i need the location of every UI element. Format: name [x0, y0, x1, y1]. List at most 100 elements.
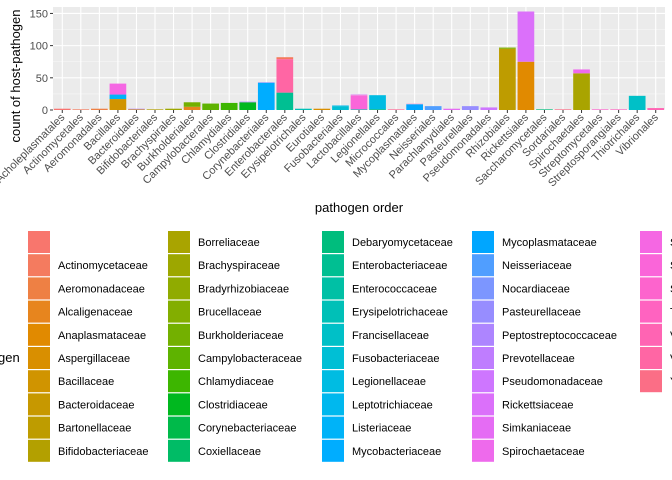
bar-segment [257, 82, 275, 110]
bar-segment [350, 93, 368, 96]
legend-swatch [28, 370, 50, 393]
legend-swatch [640, 231, 662, 253]
bar-segment [146, 109, 164, 110]
legend-label: Neisseriaceae [502, 260, 572, 272]
bar-segment [350, 95, 368, 110]
legend-swatch [322, 277, 344, 300]
legend-label: Pseudomonadaceae [502, 376, 603, 388]
bar-segment [387, 109, 405, 110]
legend-label: Leptotrichiaceae [352, 399, 433, 411]
bar-segment [573, 69, 590, 74]
bar-segment [573, 73, 590, 110]
bar-segment [183, 106, 201, 110]
legend-label: Mycobacteriaceae [352, 446, 441, 458]
legend-label: Pasteurellaceae [502, 307, 581, 319]
bar-segment [369, 109, 386, 110]
legend-swatch [472, 323, 494, 346]
legend-swatch [168, 277, 190, 300]
bar-segment [332, 106, 349, 110]
legend-swatch [28, 300, 50, 323]
bars [53, 11, 665, 110]
bar-segment [554, 109, 572, 110]
legend-label: Fusobacteriaceae [352, 353, 439, 365]
legend-label: Y [670, 376, 672, 388]
legend-swatch [168, 370, 190, 393]
legend-swatch [28, 393, 50, 416]
bar-segment [239, 102, 257, 110]
bar-segment [239, 101, 257, 103]
legend-swatch [472, 300, 494, 323]
legend-label: Simkaniaceae [502, 423, 571, 435]
legend-swatch [28, 277, 50, 300]
bar-segment [591, 109, 609, 110]
legend-swatch [472, 439, 494, 462]
legend-label: Brucellaceae [198, 307, 262, 319]
legend-label: Debaryomycetaceae [352, 237, 453, 249]
bar-segment [406, 103, 423, 105]
legend-swatch [322, 300, 344, 323]
legend-label: Aspergillaceae [58, 353, 130, 365]
legend: Actinomycetaceae Aeromonadaceae Alcaligena… [28, 231, 672, 462]
y-tick-label: 50 [36, 73, 48, 85]
legend-swatch [168, 254, 190, 277]
legend-label: Campylobacteraceae [198, 353, 302, 365]
legend-label: Bifidobacteriaceae [58, 446, 149, 458]
bar-segment [276, 92, 294, 110]
legend-label: Chlamydiaceae [198, 376, 274, 388]
legend-label: Rickettsiaceae [502, 399, 574, 411]
legend-swatch [322, 347, 344, 369]
legend-swatch [640, 370, 662, 393]
bar-segment [313, 108, 331, 110]
bar-segment [276, 59, 294, 93]
legend-label: Nocardiaceae [502, 283, 570, 295]
bar-segment [109, 83, 127, 95]
legend-swatch [322, 370, 344, 393]
legend-label: Enterococcaceae [352, 283, 437, 295]
legend-label: Brachyspiraceae [198, 260, 280, 272]
legend-swatch [640, 254, 662, 277]
legend-swatch [28, 439, 50, 462]
y-tick-label: 0 [42, 105, 48, 117]
legend-label: Mycoplasmataceae [502, 237, 597, 249]
legend-label: S [670, 283, 672, 295]
bar-segment [628, 95, 646, 110]
legend-label: Legionellaceae [352, 376, 426, 388]
legend-swatch [472, 370, 494, 393]
bar-segment [424, 106, 442, 110]
legend-label: Coxiellaceae [198, 446, 261, 458]
bar-segment [517, 61, 535, 110]
legend-swatch [322, 439, 344, 462]
legend-swatch [28, 416, 50, 439]
legend-swatch [28, 254, 50, 277]
legend-label: Peptostreptococcaceae [502, 330, 617, 342]
legend-swatch [472, 231, 494, 253]
legend-label: Anaplasmataceae [58, 330, 146, 342]
y-axis-title: count of host-pathogen [8, 10, 23, 143]
bar-segment [91, 108, 108, 110]
legend-label: V [670, 330, 672, 342]
legend-label: Actinomycetaceae [58, 260, 148, 272]
bar-segment [369, 95, 386, 110]
bar-segment [220, 102, 238, 110]
bar-segment [610, 109, 627, 110]
legend-swatch [472, 347, 494, 369]
legend-swatch [168, 347, 190, 369]
bar-segment [128, 109, 145, 110]
legend-label: T [670, 307, 672, 319]
bar-segment [536, 109, 553, 110]
x-axis-title: pathogen order [315, 200, 404, 215]
legend-label: Borreliaceae [198, 237, 260, 249]
bar-segment [72, 109, 90, 110]
legend-swatch [640, 300, 662, 323]
legend-swatch [322, 416, 344, 439]
legend-swatch [640, 347, 662, 369]
bar-segment [517, 11, 535, 62]
legend-label: Burkholderiaceae [198, 330, 284, 342]
y-tick-label: 150 [30, 8, 48, 20]
legend-label: Alcaligenaceae [58, 307, 133, 319]
legend-swatch [322, 323, 344, 346]
bar-segment [202, 103, 219, 110]
bar-segment [480, 107, 498, 110]
legend-swatch [322, 254, 344, 277]
legend-label: Bacteroidaceae [58, 399, 134, 411]
